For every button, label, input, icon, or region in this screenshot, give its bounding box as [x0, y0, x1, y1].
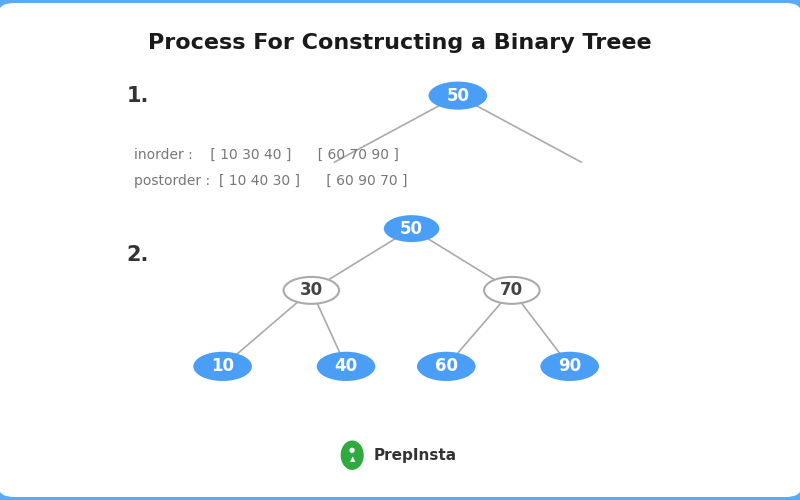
Text: 2.: 2. [126, 244, 149, 265]
Text: 30: 30 [300, 282, 323, 300]
Ellipse shape [429, 82, 487, 110]
Text: 50: 50 [446, 86, 470, 104]
Text: ▲: ▲ [350, 456, 355, 462]
Text: 40: 40 [334, 358, 358, 376]
Ellipse shape [194, 352, 252, 381]
Ellipse shape [317, 352, 375, 381]
Text: 50: 50 [400, 220, 423, 238]
Ellipse shape [384, 215, 439, 242]
Ellipse shape [417, 352, 475, 381]
Text: PrepInsta: PrepInsta [374, 448, 457, 462]
Ellipse shape [283, 277, 339, 304]
Text: Process For Constructing a Binary Treee: Process For Constructing a Binary Treee [148, 34, 652, 54]
Text: 10: 10 [211, 358, 234, 376]
FancyBboxPatch shape [0, 3, 800, 497]
Text: 90: 90 [558, 358, 582, 376]
Ellipse shape [540, 352, 599, 381]
Text: ●: ● [349, 448, 355, 454]
Text: 1.: 1. [126, 86, 149, 105]
Text: 70: 70 [500, 282, 523, 300]
Text: inorder :    [ 10 30 40 ]      [ 60 70 90 ]: inorder : [ 10 30 40 ] [ 60 70 90 ] [134, 148, 399, 162]
Text: 60: 60 [434, 358, 458, 376]
Ellipse shape [484, 277, 539, 304]
Ellipse shape [341, 440, 364, 470]
Text: postorder :  [ 10 40 30 ]      [ 60 90 70 ]: postorder : [ 10 40 30 ] [ 60 90 70 ] [134, 174, 407, 188]
